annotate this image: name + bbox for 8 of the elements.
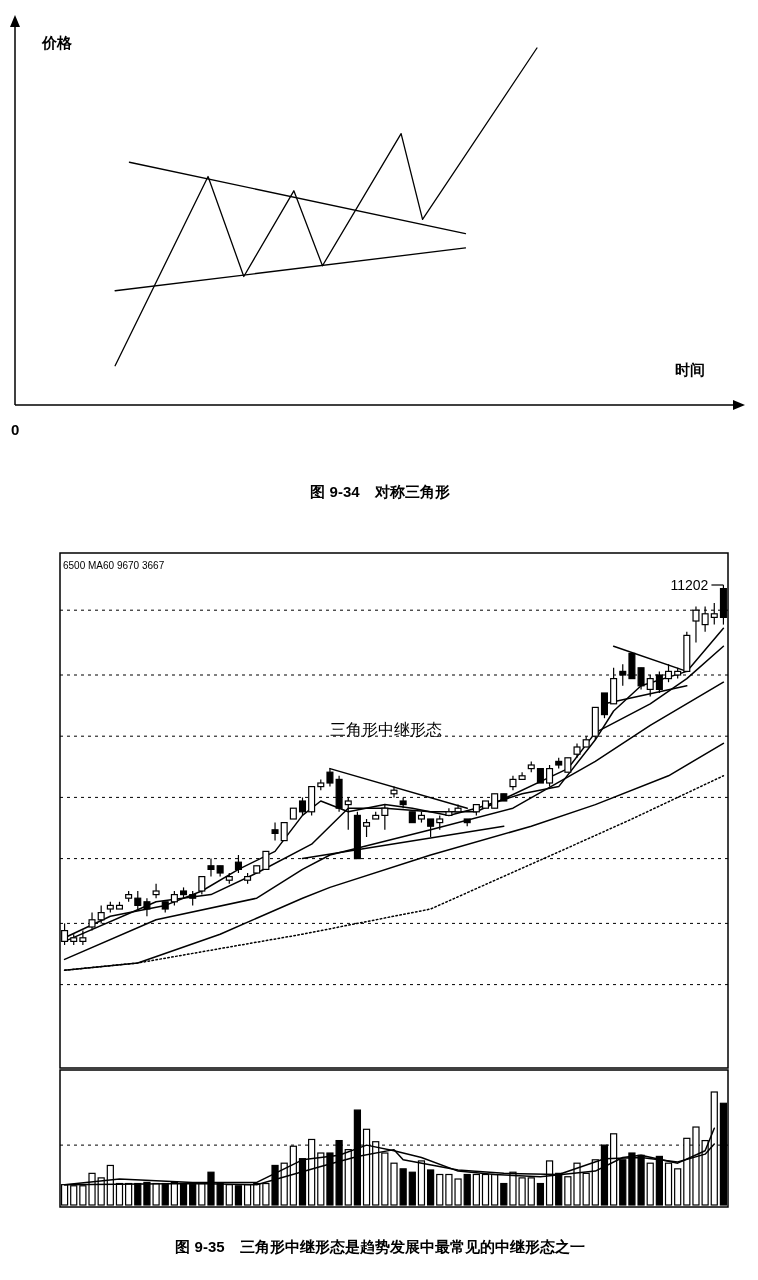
annotation: 11202 — [670, 577, 709, 593]
annotation: 三角形中继形态 — [330, 721, 442, 738]
text: 0 — [11, 421, 20, 438]
x-axis-title: 时间 — [675, 361, 705, 378]
text: 6500 MA60 9670 3667 — [63, 560, 165, 571]
text: 图 9-34 对称三角形 — [310, 483, 450, 500]
text: 图 9-35 三角形中继形态是趋势发展中最常见的中继形态之一 — [175, 1238, 585, 1255]
y-axis-title: 价格 — [41, 34, 73, 51]
